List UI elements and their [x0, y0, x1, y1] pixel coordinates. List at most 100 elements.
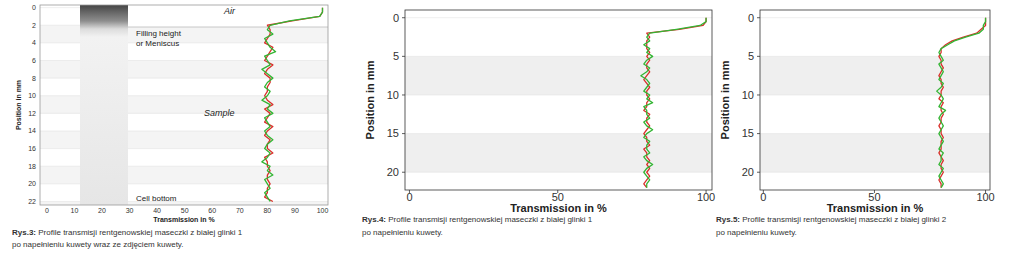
caption-text: po napełnieniu kuwety wraz ze zdjęciem k… — [12, 240, 184, 249]
grid-line — [760, 172, 990, 173]
grid-band — [760, 134, 990, 173]
meniscus-line — [128, 27, 328, 28]
y-tick — [757, 172, 760, 173]
y-tick-label: 20 — [387, 166, 399, 178]
profile-line — [939, 18, 986, 188]
y-tick-label: 0 — [748, 12, 754, 24]
y-axis-title: Position in mm — [15, 80, 22, 130]
y-tick-label: 10 — [742, 89, 754, 101]
y-tick — [402, 94, 405, 95]
grid-line — [405, 172, 712, 173]
annotation: Air — [223, 6, 236, 16]
x-tick-label: 10 — [71, 207, 79, 214]
caption-label: Rys.3: — [12, 228, 36, 237]
y-tick-label: 12 — [28, 110, 36, 117]
y-tick-label: 14 — [28, 127, 36, 134]
x-axis-title: Transmission in % — [827, 202, 924, 214]
caption-line: Rys.5: Profile transmisji rentgenowskiej… — [716, 215, 947, 224]
cuvette-photo — [80, 5, 128, 205]
x-tick-label: 30 — [126, 207, 134, 214]
x-tick-label: 90 — [291, 207, 299, 214]
chart: 0 10 20 30 40 50 60 70 80 90 100 0 2 4 6 8 10 12 14 16 18 20 2… — [12, 4, 328, 249]
x-tick-label: 40 — [153, 207, 161, 214]
grid-line — [760, 56, 990, 57]
y-tick-label: 0 — [393, 12, 399, 24]
grid-line — [405, 133, 712, 134]
x-tick-label: 60 — [208, 207, 216, 214]
data-group — [937, 18, 986, 188]
y-tick — [402, 56, 405, 57]
y-tick — [402, 172, 405, 173]
chart: 05010005101520Transmission in %Position … — [716, 10, 995, 237]
caption-text: po napełnieniu kuwety. — [716, 228, 797, 237]
grid-line — [405, 56, 712, 57]
y-tick — [757, 94, 760, 95]
y-tick-label: 5 — [748, 50, 754, 62]
x-tick-label: 100 — [976, 191, 994, 203]
caption-text: Profile transmisji rentgenowskiej masecz… — [386, 215, 593, 224]
grid-band — [760, 56, 990, 95]
plot-background — [40, 5, 328, 205]
x-tick-label: 70 — [236, 207, 244, 214]
y-tick-label: 0 — [32, 4, 36, 11]
x-tick-label: 0 — [45, 207, 49, 214]
x-tick-label: 80 — [263, 207, 271, 214]
caption-text: Profile transmisji rentgenowskiej masecz… — [36, 228, 243, 237]
y-tick-label: 16 — [28, 145, 36, 152]
caption-label: Rys.5: — [716, 215, 740, 224]
y-tick-label: 10 — [28, 92, 36, 99]
y-axis-title: Position in mm — [719, 60, 731, 139]
y-tick-label: 8 — [32, 75, 36, 82]
plot-frame — [40, 5, 328, 205]
profile-line — [262, 8, 323, 202]
y-tick-label: 15 — [742, 127, 754, 139]
x-tick-label: 0 — [406, 191, 412, 203]
y-tick-label: 6 — [32, 57, 36, 64]
x-tick-label: 50 — [181, 207, 189, 214]
caption-line: Rys.4: Profile transmisji rentgenowskiej… — [362, 215, 593, 224]
annotation: Sample — [204, 108, 235, 118]
y-tick-label: 18 — [28, 163, 36, 170]
grid-band — [405, 56, 712, 95]
y-tick-label: 22 — [28, 198, 36, 205]
annotation: Filling height — [136, 29, 182, 38]
x-tick-label: 100 — [317, 207, 329, 214]
x-tick-label: 20 — [98, 207, 106, 214]
profile-line — [265, 8, 323, 202]
data-group — [262, 8, 323, 202]
caption-line: Rys.3: Profile transmisji rentgenowskiej… — [12, 228, 243, 237]
annotation: Cell bottom — [136, 194, 177, 203]
data-group — [641, 18, 706, 188]
annotation: or Meniscus — [136, 39, 179, 48]
caption-text: Profile transmisji rentgenowskiej masecz… — [740, 215, 947, 224]
plot-background — [760, 10, 990, 190]
x-tick-label: 0 — [760, 191, 766, 203]
y-tick-label: 20 — [742, 166, 754, 178]
plot-frame — [405, 10, 712, 190]
y-tick-label: 5 — [393, 50, 399, 62]
y-tick — [402, 17, 405, 18]
x-tick-label: 100 — [697, 191, 715, 203]
y-tick-label: 10 — [387, 89, 399, 101]
air-region — [128, 5, 328, 27]
y-tick-label: 4 — [32, 39, 36, 46]
y-tick-label: 15 — [387, 127, 399, 139]
grid-line — [405, 94, 712, 95]
grid-line — [405, 17, 712, 18]
y-tick-label: 20 — [28, 180, 36, 187]
y-axis-title: Position in mm — [364, 60, 376, 139]
y-tick — [757, 133, 760, 134]
grid-line — [760, 17, 990, 18]
plot-frame — [760, 10, 990, 190]
profile-line — [937, 18, 986, 188]
y-tick — [402, 133, 405, 134]
y-tick-label: 2 — [32, 22, 36, 29]
x-axis-title: Transmission in % — [510, 202, 607, 214]
grid-line — [760, 133, 990, 134]
profile-line — [641, 18, 706, 188]
x-axis-title: Transmission in % — [153, 216, 215, 223]
grid-line — [760, 94, 990, 95]
caption-text: po napełnieniu kuwety. — [362, 228, 443, 237]
chart: 05010005101520Transmission in %Position … — [362, 10, 715, 237]
figure: 0102030405060708090100024681012141618202… — [0, 0, 1024, 254]
